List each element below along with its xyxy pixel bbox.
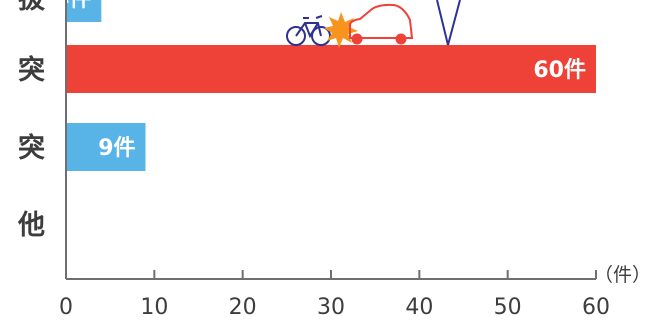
category-label: 他: [17, 210, 45, 241]
x-tick-label: 50: [494, 295, 522, 320]
bar: [66, 123, 146, 171]
x-tick-label: 60: [582, 295, 610, 320]
car-icon: [349, 3, 414, 45]
bar: [66, 45, 596, 93]
bar: [66, 0, 102, 22]
category-label: 抜: [18, 0, 46, 15]
x-tick-label: 30: [317, 295, 345, 320]
x-axis-unit: （件）: [594, 264, 651, 286]
value-label: 9件: [98, 136, 135, 161]
category-label: 突: [18, 54, 45, 86]
value-label: 60件: [533, 58, 586, 83]
x-axis-ticks: 0 10 20 30 40 50 60: [59, 270, 610, 320]
callout-pointer: [436, 0, 461, 46]
bars-layer: 4件 60件 9件: [54, 0, 596, 171]
x-tick-label: 20: [229, 295, 257, 320]
value-label: 4件: [54, 0, 91, 12]
category-label: 突: [18, 132, 45, 164]
bicycle-icon: [286, 15, 331, 46]
category-labels: 抜突突他: [17, 0, 46, 241]
x-tick-label: 0: [59, 295, 73, 320]
x-tick-label: 10: [140, 295, 168, 320]
bicycle-car-collision-icon: [286, 0, 461, 48]
x-tick-label: 40: [405, 295, 433, 320]
